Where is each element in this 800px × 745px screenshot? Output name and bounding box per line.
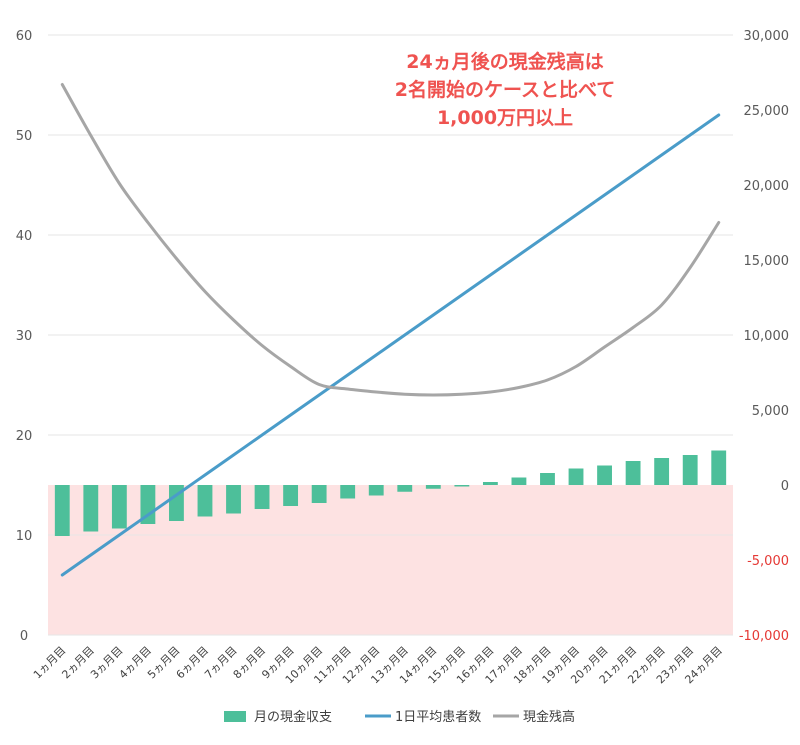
right-tick-label: 25,000 — [744, 104, 790, 119]
bar-month-15 — [454, 485, 470, 487]
right-tick-label: 0 — [781, 479, 789, 494]
x-axis-category-labels: 1ヵ月目2ヵ月目3ヵ月目4ヵ月目5ヵ月目6ヵ月目7ヵ月目8ヵ月目9ヵ月目10ヵ月… — [31, 644, 725, 686]
bar-month-17 — [511, 477, 527, 485]
bar-month-22 — [654, 458, 670, 485]
left-tick-label: 20 — [16, 429, 33, 444]
bar-month-10 — [311, 485, 327, 503]
bar-month-12 — [368, 485, 384, 496]
annotation-line-2: 2名開始のケースと比べて — [395, 78, 616, 101]
bar-month-1 — [54, 485, 70, 536]
annotation: 24ヵ月後の現金残高は 2名開始のケースと比べて 1,000万円以上 — [395, 50, 616, 129]
bar-month-18 — [540, 473, 555, 485]
right-tick-label: 10,000 — [744, 329, 790, 344]
negative-zone-layer — [48, 485, 733, 635]
legend-label-3: 現金残高 — [523, 709, 575, 725]
legend: 月の現金収支 1日平均患者数 現金残高 — [224, 709, 575, 725]
bar-month-4 — [140, 485, 156, 524]
left-axis-ticks: 0 10 20 30 40 50 60 — [16, 29, 33, 644]
legend-label-2: 1日平均患者数 — [395, 710, 481, 725]
right-tick-label: -5,000 — [747, 554, 789, 569]
bar-month-20 — [597, 465, 612, 485]
bar-month-23 — [682, 455, 698, 485]
legend-label-1: 月の現金収支 — [254, 709, 332, 725]
legend-swatch-1 — [224, 711, 246, 722]
annotation-line-3: 1,000万円以上 — [437, 107, 573, 129]
right-tick-label: 15,000 — [744, 254, 790, 269]
bar-month-11 — [340, 485, 356, 499]
left-tick-label: 50 — [16, 129, 33, 144]
bar-month-9 — [283, 485, 299, 506]
bar-month-16 — [482, 482, 498, 485]
bar-month-19 — [568, 468, 584, 485]
annotation-line-1: 24ヵ月後の現金残高は — [406, 50, 603, 73]
bar-month-24 — [711, 450, 727, 485]
bar-month-13 — [397, 485, 413, 492]
gridlines — [48, 34, 733, 636]
bar-month-14 — [425, 485, 441, 489]
right-tick-label: 30,000 — [744, 29, 790, 44]
bar-month-21 — [625, 461, 641, 485]
left-tick-label: 40 — [16, 229, 33, 244]
bar-month-6 — [197, 485, 213, 517]
negative-zone — [48, 485, 733, 635]
right-tick-label: 20,000 — [744, 179, 790, 194]
left-tick-label: 0 — [20, 629, 28, 644]
bar-month-2 — [83, 485, 99, 532]
line-series-layer — [60, 83, 721, 577]
bar-month-7 — [226, 485, 241, 514]
right-tick-label: -10,000 — [739, 629, 789, 644]
left-tick-label: 60 — [16, 29, 33, 44]
left-tick-label: 30 — [16, 329, 33, 344]
bar-month-3 — [111, 485, 127, 529]
bar-month-8 — [254, 485, 270, 509]
left-tick-label: 10 — [16, 529, 33, 544]
right-tick-label: 5,000 — [752, 404, 789, 419]
right-axis-ticks: -10,000 -5,000 0 5,000 10,000 15,000 20,000 25,… — [739, 29, 789, 644]
line-series-2 — [60, 83, 721, 397]
line-series-1 — [60, 113, 721, 577]
